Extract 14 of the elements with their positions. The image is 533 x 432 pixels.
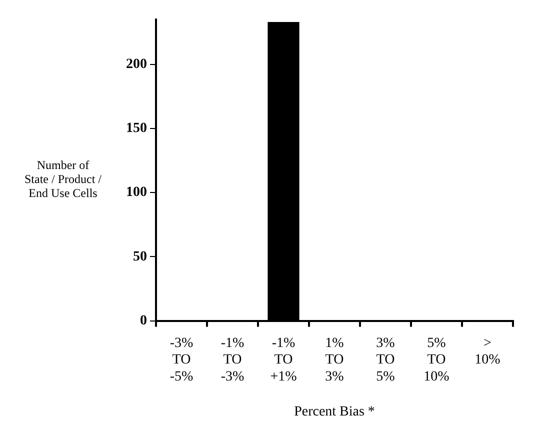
x-tick-label: > 10% xyxy=(474,336,501,368)
x-tick-label: 3% TO 5% xyxy=(376,336,396,384)
y-tick-label: 200 xyxy=(126,56,147,72)
x-tick-label: 5% TO 10% xyxy=(424,336,450,384)
x-axis-title: Percent Bias * xyxy=(294,404,375,420)
x-tick-label: 1% TO 3% xyxy=(325,336,344,384)
x-tick-label: -3% TO -5% xyxy=(170,336,194,384)
y-tick-label: 0 xyxy=(140,313,147,328)
x-tick-label: -1% TO -3% xyxy=(220,336,244,384)
y-tick-label: 100 xyxy=(126,185,147,200)
y-axis-title: Number of State / Product / End Use Cells xyxy=(24,158,102,200)
x-tick-label: -1% TO +1% xyxy=(270,336,298,384)
y-tick-label: 150 xyxy=(126,121,147,136)
y-tick-label: 50 xyxy=(133,249,147,264)
